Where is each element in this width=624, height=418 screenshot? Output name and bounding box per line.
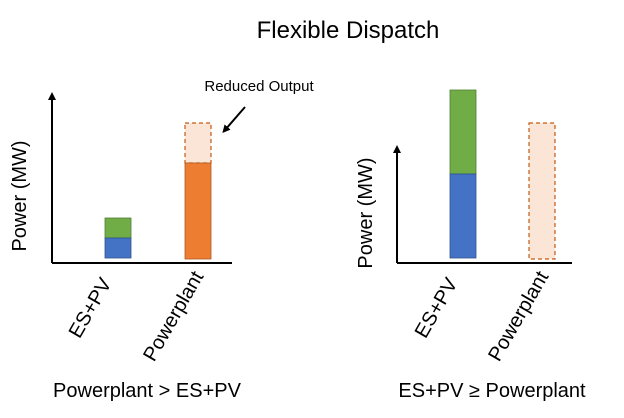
right-y-axis-label: Power (MW) — [355, 157, 377, 268]
right-powerplant-reduced-output-segment — [528, 122, 556, 260]
right-category-label-es-pv: ES+PV — [411, 274, 463, 342]
diagram-title: Flexible Dispatch — [257, 17, 440, 44]
left-es-pv-blue-segment — [104, 237, 132, 259]
left-es-pv-green-segment — [104, 217, 132, 239]
left-panel: Power (MW) Reduced Output ES+PV Powerpla… — [9, 78, 314, 402]
right-es-pv-green-segment — [449, 89, 477, 175]
left-category-label-es-pv: ES+PV — [65, 274, 117, 342]
reduced-output-arrow — [222, 106, 246, 134]
left-y-axis-label: Power (MW) — [9, 140, 31, 251]
right-es-pv-bar — [449, 89, 477, 259]
left-powerplant-reduced-output-segment — [184, 122, 212, 164]
right-category-label-powerplant: Powerplant — [484, 267, 553, 365]
left-powerplant-bar — [184, 122, 212, 260]
reduced-output-annotation: Reduced Output — [204, 78, 314, 95]
left-caption: Powerplant > ES+PV — [53, 380, 242, 402]
right-powerplant-bar — [528, 122, 556, 260]
left-es-pv-bar — [104, 217, 132, 259]
right-panel: Power (MW) ES+PV Powerplant ES+PV ≥ Powe… — [355, 89, 586, 402]
right-caption: ES+PV ≥ Powerplant — [398, 380, 586, 402]
left-category-label-powerplant: Powerplant — [139, 267, 208, 365]
left-powerplant-output-segment — [184, 162, 212, 260]
right-es-pv-blue-segment — [449, 173, 477, 259]
